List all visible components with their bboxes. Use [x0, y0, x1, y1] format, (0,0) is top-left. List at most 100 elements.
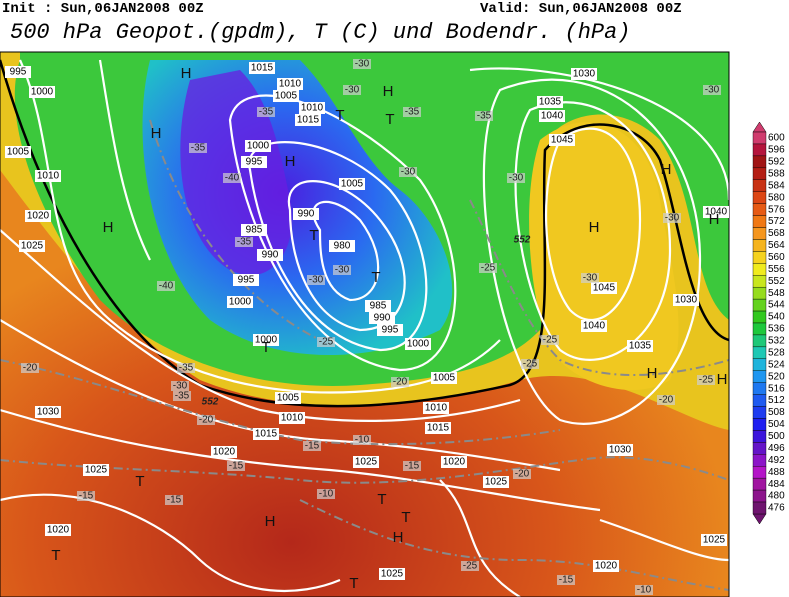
pressure-label-box: [5, 146, 31, 158]
color-bar-label: 524: [768, 359, 785, 370]
temperature-label: -20: [515, 469, 530, 480]
temperature-label: -35: [175, 391, 190, 402]
pressure-label-box: [441, 456, 467, 468]
pressure-center: H: [717, 371, 728, 388]
pressure-label: 1020: [595, 561, 618, 572]
pressure-label: 1040: [705, 207, 728, 218]
temperature-label: -35: [477, 111, 492, 122]
pressure-label: 990: [374, 313, 391, 324]
temperature-label-box: [521, 359, 539, 369]
pressure-label: 1025: [85, 465, 108, 476]
pressure-label: 1010: [301, 103, 324, 114]
color-bar-label: 488: [768, 467, 785, 478]
pressure-center: H: [383, 83, 394, 100]
pressure-label: 1000: [407, 339, 430, 350]
temperature-label: -15: [79, 491, 94, 502]
pressure-label-box: [275, 392, 301, 404]
temperature-label: -20: [393, 377, 408, 388]
pressure-label-box: [295, 114, 321, 126]
color-swatch: [752, 143, 767, 157]
pressure-center: T: [401, 509, 410, 526]
pressure-label: 985: [370, 301, 387, 312]
temperature-label: -40: [225, 173, 240, 184]
temperature-label: -20: [659, 395, 674, 406]
isobars: [0, 59, 729, 597]
color-swatch: [752, 477, 767, 491]
pressure-label: 1000: [255, 335, 278, 346]
pressure-label: 1035: [629, 341, 652, 352]
pressure-label-box: [241, 156, 267, 168]
pressure-label-box: [571, 68, 597, 80]
pressure-label-box: [273, 90, 299, 102]
pressure-label-box: [353, 456, 379, 468]
pressure-label: 990: [298, 209, 315, 220]
color-bar-label: 536: [768, 324, 785, 335]
temperature-label-box: [581, 273, 599, 283]
temperature-label: -35: [237, 237, 252, 248]
pressure-label: 985: [246, 225, 263, 236]
temperature-label-box: [177, 363, 195, 373]
color-bar-label: 480: [768, 491, 785, 502]
pressure-label-box: [5, 66, 31, 78]
temperature-label: -35: [179, 363, 194, 374]
pressure-label-box: [257, 249, 283, 261]
temperature-label-box: [317, 337, 335, 347]
contour-label: 552: [514, 235, 531, 246]
pressure-label: 1005: [341, 179, 364, 190]
color-bar-label: 540: [768, 312, 785, 323]
temperature-label-box: [21, 363, 39, 373]
pressure-label: 1015: [255, 429, 278, 440]
color-swatch: [752, 322, 767, 336]
pressure-label-box: [293, 208, 319, 220]
color-bar: 6005965925885845805765725685645605565525…: [752, 121, 785, 525]
temperature-label: -25: [463, 561, 478, 572]
color-bar-label: 576: [768, 204, 785, 215]
temperature-label: -10: [355, 435, 370, 446]
pressure-label: 1030: [37, 407, 60, 418]
temperature-label: -30: [335, 265, 350, 276]
temperature-label-box: [353, 435, 371, 445]
temperature-label-box: [189, 143, 207, 153]
pressure-label-box: [423, 402, 449, 414]
temperature-label: -30: [355, 59, 370, 70]
temperature-label: -30: [509, 173, 524, 184]
pressure-label: 1020: [47, 525, 70, 536]
temperature-label: -15: [167, 495, 182, 506]
temperature-label-box: [171, 381, 189, 391]
pressure-label-box: [29, 86, 55, 98]
temperature-label: -25: [481, 263, 496, 274]
color-swatch: [752, 227, 767, 240]
temperature-label-box: [165, 495, 183, 505]
pressure-label: 995: [382, 325, 399, 336]
color-bar-label: 484: [768, 479, 785, 490]
pressure-center: T: [385, 111, 394, 128]
pressure-label: 995: [246, 157, 263, 168]
temperature-label: -30: [583, 273, 598, 284]
pressure-label: 1020: [27, 211, 50, 222]
pressure-center: T: [309, 227, 318, 244]
color-bar-label: 600: [768, 133, 785, 144]
pressure-label-box: [245, 140, 271, 152]
pressure-label-box: [593, 560, 619, 572]
temperature-label: -10: [637, 585, 652, 596]
pressure-label-box: [249, 62, 275, 74]
ridge: [529, 122, 679, 390]
pressure-label: 1005: [7, 147, 30, 158]
color-bar-label: 596: [768, 145, 785, 156]
color-bar-label: 572: [768, 216, 785, 227]
pressure-center: H: [393, 529, 404, 546]
pressure-label: 1000: [31, 87, 54, 98]
pressure-center: H: [181, 65, 192, 82]
color-bar-label: 508: [768, 407, 785, 418]
pressure-label: 1025: [381, 569, 404, 580]
cold-core: [180, 70, 292, 276]
pressure-center: H: [151, 125, 162, 142]
color-bar-label: 516: [768, 383, 785, 394]
color-swatch: [752, 131, 767, 145]
pressure-label: 1025: [21, 241, 44, 252]
pressure-label-box: [25, 210, 51, 222]
contour-label: 552: [202, 397, 219, 408]
pressure-center: T: [335, 107, 344, 124]
pressure-label-box: [241, 224, 267, 236]
pressure-label: 1030: [609, 445, 632, 456]
